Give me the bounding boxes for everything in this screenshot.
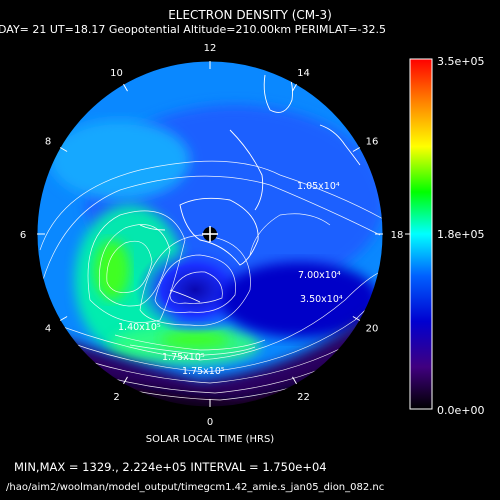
density-field <box>37 61 383 407</box>
subsolar-marker <box>202 226 218 242</box>
hour-label-group: 12 14 16 18 20 22 0 2 4 6 8 10 <box>20 43 404 428</box>
hour-tick <box>123 83 128 92</box>
contour-label-group: 1.05x10⁴ 7.00x10⁴ 3.50x10⁴ 1.40x10⁵ 1.75… <box>118 181 343 377</box>
hour-tick <box>352 147 361 152</box>
hour-label: 16 <box>366 137 379 148</box>
plot-subtitle: DAY= 21 UT=18.17 Geopotential Altitude=2… <box>0 23 386 36</box>
file-path: /hao/aim2/woolman/model_output/timegcm1.… <box>6 482 385 493</box>
colorbar-mid-label: 1.8e+05 <box>437 228 485 241</box>
hour-label: 6 <box>20 230 26 241</box>
contour-label: 3.50x10⁴ <box>300 294 343 305</box>
hour-label: 10 <box>110 68 123 79</box>
hour-tick <box>292 376 297 385</box>
colorbar-min-label: 0.0e+00 <box>437 404 485 417</box>
contour-label: 1.75x10⁵ <box>162 352 205 363</box>
hour-tick <box>59 316 68 321</box>
plot-title: ELECTRON DENSITY (CM-3) <box>168 8 332 22</box>
hour-label: 2 <box>113 392 119 403</box>
hour-tick <box>352 316 361 321</box>
colorbar <box>409 58 433 410</box>
colorbar-max-label: 3.5e+05 <box>437 55 485 68</box>
hour-tick-group <box>37 61 383 407</box>
contour-label: 1.40x10⁵ <box>118 322 161 333</box>
hour-tick <box>292 83 297 92</box>
minmax-readout: MIN,MAX = 1329., 2.224e+05 INTERVAL = 1.… <box>14 460 327 474</box>
hour-label: 0 <box>207 417 213 428</box>
contour-label: 1.05x10⁴ <box>297 181 340 192</box>
hour-label: 22 <box>297 392 310 403</box>
hour-label: 12 <box>204 43 217 54</box>
hour-label: 14 <box>297 68 310 79</box>
x-axis-label: SOLAR LOCAL TIME (HRS) <box>145 434 275 445</box>
hour-tick <box>59 147 68 152</box>
hour-label: 20 <box>366 324 379 335</box>
contour-label: 7.00x10⁴ <box>298 270 341 281</box>
hour-tick <box>123 376 128 385</box>
hour-label: 4 <box>45 324 51 335</box>
hour-label: 18 <box>391 230 404 241</box>
contour-label: 1.75x10⁵ <box>182 366 225 377</box>
hour-label: 8 <box>45 137 51 148</box>
